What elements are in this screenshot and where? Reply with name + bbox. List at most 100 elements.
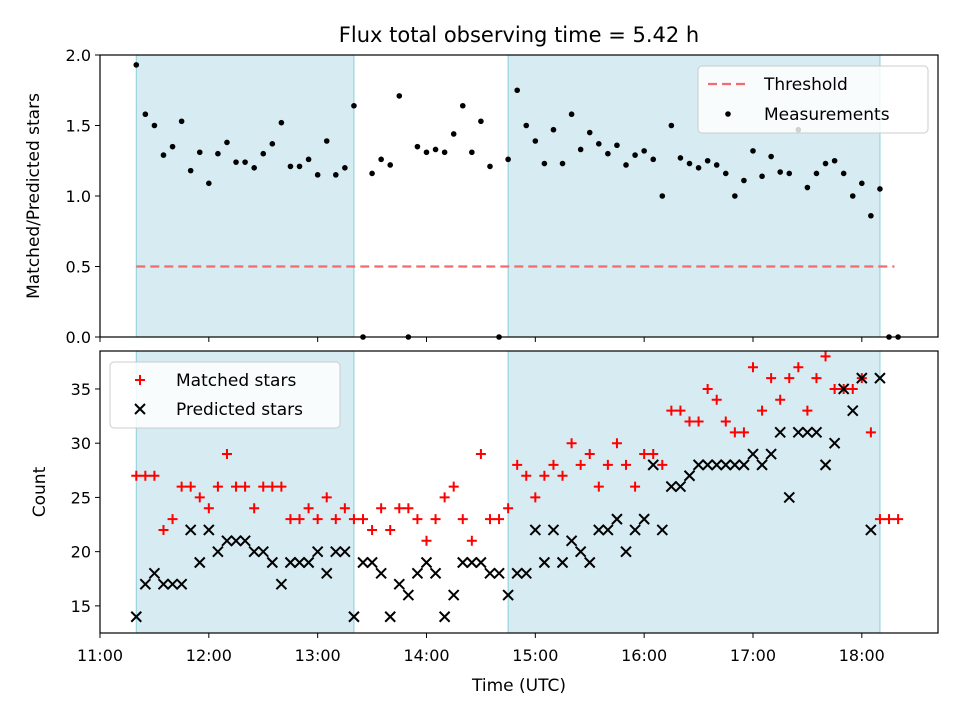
- predicted-star-point: [547, 524, 560, 536]
- y-tick-label: 0.0: [66, 328, 91, 347]
- predicted-star-point: [166, 578, 179, 590]
- data-point: [351, 102, 357, 109]
- matched-star-point: [285, 514, 296, 525]
- matched-star-point: [539, 470, 550, 481]
- matched-star-point: [367, 524, 378, 535]
- predicted-star-point: [475, 556, 487, 569]
- y-axis-label: Matched/Predicted stars: [24, 93, 44, 299]
- legend-measurements-label: Measurements: [764, 105, 890, 125]
- data-point: [605, 150, 611, 157]
- predicted-star-point: [212, 545, 224, 558]
- matched-star-point: [484, 514, 495, 525]
- matched-star-point: [240, 481, 251, 492]
- data-point: [224, 139, 230, 146]
- data-point: [133, 62, 140, 68]
- data-point: [269, 141, 276, 147]
- x-tick-label: 14:00: [403, 646, 449, 665]
- predicted-star-point: [184, 524, 197, 536]
- predicted-star-point: [556, 556, 569, 569]
- data-point: [169, 143, 176, 150]
- y-tick-label: 25: [71, 488, 91, 507]
- matched-star-point: [203, 503, 214, 514]
- matched-star-point: [358, 514, 369, 525]
- matched-star-point: [684, 416, 695, 427]
- predicted-star-point: [130, 611, 142, 623]
- data-point: [704, 157, 711, 164]
- data-point: [877, 186, 883, 192]
- predicted-star-point: [275, 578, 288, 590]
- data-point: [768, 153, 774, 160]
- ratio-legend: Threshold Measurements: [697, 65, 929, 134]
- matched-star-point: [775, 394, 786, 405]
- matched-star-point: [784, 373, 795, 384]
- matched-star-point: [303, 503, 314, 514]
- predicted-star-point: [565, 535, 578, 547]
- matched-star-point: [376, 503, 387, 514]
- matched-star-point: [466, 535, 477, 546]
- predicted-star-point: [611, 513, 623, 525]
- count-legend: Matched stars Predicted stars: [109, 361, 341, 429]
- matched-star-point: [657, 459, 668, 470]
- x-tick-label: 13:00: [295, 646, 341, 665]
- data-point: [822, 160, 829, 167]
- data-point: [278, 119, 285, 126]
- predicted-star-point: [203, 524, 215, 536]
- matched-star-point: [630, 481, 641, 492]
- matched-star-point: [194, 492, 205, 503]
- predicted-star-point: [257, 545, 269, 558]
- x-tick-label: 15:00: [512, 646, 558, 665]
- predicted-star-point: [248, 545, 260, 558]
- predicted-star-point: [230, 535, 242, 547]
- predicted-star-point: [874, 372, 886, 384]
- data-point: [505, 156, 511, 163]
- predicted-star-point: [348, 611, 360, 623]
- data-point: [568, 111, 575, 118]
- predicted-star-point: [511, 567, 523, 580]
- matched-star-point: [557, 470, 568, 481]
- matched-star-point: [584, 449, 595, 460]
- data-point: [215, 150, 221, 157]
- x-tick-label: 17:00: [730, 646, 776, 665]
- predicted-star-point: [375, 567, 387, 580]
- matched-star-point: [702, 383, 713, 394]
- data-point: [469, 149, 475, 156]
- predicted-star-point: [865, 524, 877, 536]
- matched-star-point: [439, 492, 450, 503]
- predicted-star-point: [828, 437, 841, 449]
- data-point: [369, 170, 375, 177]
- matched-star-point: [167, 514, 178, 525]
- matched-star-point: [611, 438, 622, 449]
- data-point: [695, 165, 702, 171]
- predicted-star-point: [593, 524, 605, 536]
- matched-star-point: [448, 481, 459, 492]
- matched-star-point: [847, 383, 858, 394]
- matched-star-point: [131, 470, 142, 481]
- y-tick-label: 2.0: [66, 46, 91, 65]
- data-point: [586, 129, 593, 136]
- data-point: [242, 159, 248, 165]
- matched-star-point: [548, 459, 559, 470]
- data-point: [342, 165, 348, 171]
- data-point: [459, 102, 466, 109]
- data-point: [414, 143, 421, 150]
- predicted-star-point: [221, 535, 233, 547]
- matched-star-point: [258, 481, 269, 492]
- matched-star-point: [666, 405, 677, 416]
- predicted-star-point: [447, 589, 460, 601]
- data-point: [677, 155, 684, 161]
- x-tick-label: 16:00: [621, 646, 667, 665]
- predicted-star-point: [602, 524, 614, 536]
- data-point: [641, 148, 647, 154]
- predicted-star-point: [429, 567, 442, 580]
- predicted-star-point: [574, 545, 587, 558]
- data-point: [750, 148, 756, 154]
- predicted-star-point: [847, 404, 859, 417]
- legend-matched-swatch: [135, 375, 145, 385]
- y-axis-label: Count: [30, 466, 50, 517]
- matched-star-point: [530, 492, 541, 503]
- matched-star-point: [621, 459, 632, 470]
- matched-star-point: [385, 524, 396, 535]
- data-point: [387, 162, 394, 168]
- data-point: [514, 87, 520, 94]
